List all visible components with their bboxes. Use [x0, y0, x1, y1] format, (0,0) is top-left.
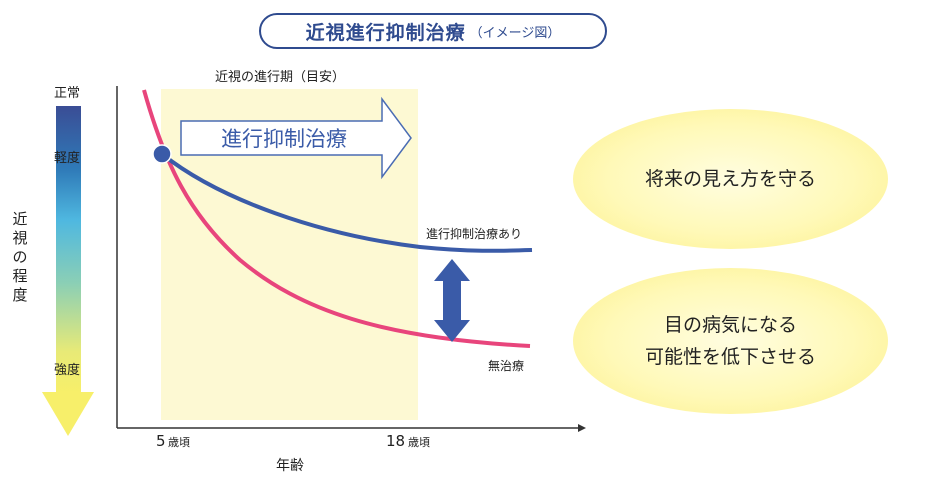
y-axis-title: 近 視 の 程 度	[12, 210, 28, 304]
untreated-curve-label: 無治療	[488, 358, 524, 373]
x-axis-arrowhead	[578, 424, 586, 432]
treated-curve	[160, 152, 533, 253]
title-sub: （イメージ図）	[469, 25, 561, 41]
benefit-text-2: 目の病気になる 可能性を低下させる	[644, 314, 816, 368]
severity-gradient-bar	[56, 106, 81, 392]
difference-arrow	[434, 259, 470, 342]
x-tick-5-unit: 歳頃	[168, 436, 190, 449]
benefit-text-1: 将来の見え方を守る	[644, 168, 816, 190]
x-tick-5: 5	[156, 432, 166, 450]
x-tick-18: 18	[386, 432, 405, 450]
severity-light-label: 軽度	[53, 151, 80, 166]
title-main: 近視進行抑制治療	[305, 21, 466, 44]
severity-arrowhead	[42, 392, 94, 436]
benefit-protect-vision: 将来の見え方を守る	[573, 109, 888, 249]
benefit-reduce-disease: 目の病気になる 可能性を低下させる	[573, 268, 888, 414]
x-tick-18-unit: 歳頃	[408, 436, 430, 449]
treated-curve-label: 進行抑制治療あり	[426, 226, 522, 241]
progression-period-label: 近視の進行期（目安）	[215, 70, 346, 85]
severity-strong-label: 強度	[53, 363, 80, 378]
x-axis-title: 年齢	[276, 458, 304, 474]
treatment-arrow-label: 進行抑制治療	[221, 127, 347, 151]
severity-normal-label: 正常	[53, 86, 80, 101]
treatment-start-point	[152, 144, 172, 164]
diagram-title: 近視進行抑制治療 （イメージ図）	[259, 13, 607, 49]
treatment-period-arrow	[180, 96, 412, 180]
